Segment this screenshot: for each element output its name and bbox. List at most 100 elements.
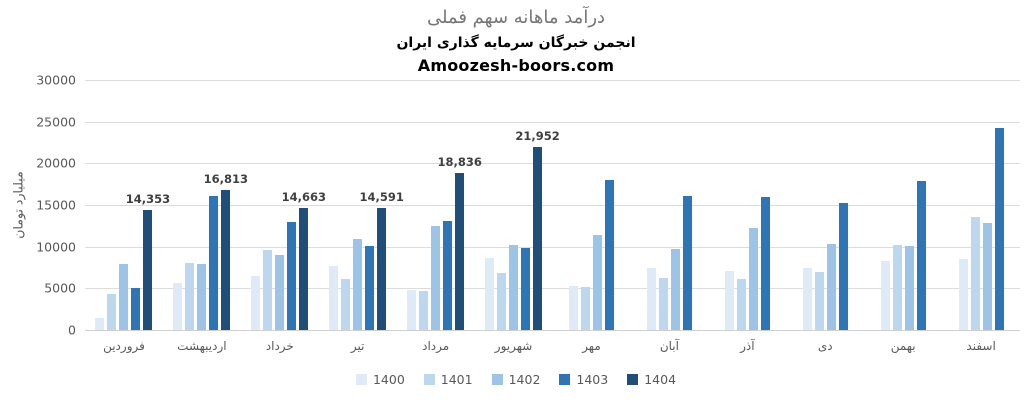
bar-1402 — [275, 255, 285, 330]
bar-1403 — [131, 287, 141, 330]
x-axis-label: اردیبهشت — [177, 339, 227, 353]
gridline — [85, 121, 1020, 123]
bar-1400 — [251, 275, 261, 330]
x-axis-label: اسفند — [966, 339, 996, 353]
bar-1400 — [173, 283, 183, 330]
bar-1400 — [485, 258, 495, 330]
chart-header: درآمد ماهانه سهم فملی انجمن خبرگان سرمای… — [0, 7, 1032, 75]
bar-1400 — [724, 270, 734, 330]
month-group: 14,663 — [241, 80, 326, 330]
bar-1401 — [814, 271, 824, 330]
bar-1401 — [341, 279, 351, 330]
bar-1402 — [904, 245, 914, 330]
bar-value-label: 21,952 — [515, 129, 560, 144]
legend-label: 1403 — [576, 372, 609, 387]
bar-1404: 14,663 — [282, 190, 326, 330]
bar-1404: 18,836 — [437, 155, 482, 330]
bar-1403 — [760, 196, 770, 330]
bar-1404: 14,353 — [126, 192, 170, 330]
chart-watermark: Amoozesh-boors.com — [417, 56, 615, 75]
bar-1400 — [958, 259, 968, 330]
x-axis-label: دی — [817, 339, 833, 353]
y-tick-label: 30000 — [36, 72, 76, 88]
bar-1404: 14,591 — [360, 190, 404, 330]
legend-label: 1400 — [372, 372, 405, 387]
bar-1403 — [443, 220, 453, 330]
bar-1400 — [802, 267, 812, 330]
gridline — [85, 80, 1020, 81]
month-group — [864, 80, 942, 330]
legend-swatch — [355, 374, 367, 385]
x-axis-label: مهر — [582, 339, 601, 353]
month-group — [630, 80, 708, 330]
x-axis-label: فروردین — [103, 339, 145, 353]
month-group: 18,836 — [397, 80, 482, 330]
x-axis-label: شهریور — [494, 339, 533, 353]
y-tick-label: 5000 — [44, 280, 76, 296]
legend-label: 1404 — [644, 372, 677, 387]
bar-1403 — [604, 180, 614, 330]
bar-1403 — [287, 221, 297, 330]
bar-1401 — [497, 272, 507, 330]
legend-swatch — [559, 374, 571, 385]
legend: 1400 1401 1402 1403 1404 — [0, 372, 1032, 387]
y-tick-label: 0 — [68, 322, 76, 338]
bar-1400 — [329, 265, 339, 330]
bar-1403 — [521, 247, 531, 330]
y-tick-label: 10000 — [36, 239, 76, 255]
bar-groups: 14,353 16,813 14,663 14,591 18,836 21,952 — [85, 80, 1020, 330]
bar-value-label: 14,591 — [359, 190, 404, 205]
bar-1402 — [119, 264, 129, 330]
x-axis-label: آذر — [740, 339, 755, 353]
bar-1401 — [107, 294, 117, 330]
x-axis-labels: فروردین اردیبهشت خرداد تیر مرداد شهریور مهر آبا… — [85, 339, 1020, 353]
month-group — [942, 80, 1020, 330]
legend-label: 1401 — [440, 372, 473, 387]
x-axis-label: خرداد — [265, 339, 294, 353]
month-group: 16,813 — [163, 80, 248, 330]
bar-1401 — [970, 216, 980, 330]
gridline — [85, 205, 1020, 206]
legend-item-1401: 1401 — [423, 372, 473, 387]
bar-1400 — [646, 268, 656, 330]
bar-1401 — [419, 290, 429, 330]
month-group — [553, 80, 631, 330]
bar-1402 — [509, 245, 519, 330]
bar-1404: 21,952 — [515, 129, 560, 330]
bar-1400 — [95, 317, 105, 330]
y-tick-label: 25000 — [36, 114, 76, 130]
bar-1402 — [592, 235, 602, 330]
month-group: 21,952 — [475, 80, 560, 330]
bar-value-label: 14,663 — [281, 189, 326, 204]
gridline — [85, 330, 1020, 331]
bar-1401 — [185, 263, 195, 330]
month-group — [786, 80, 864, 330]
month-group — [708, 80, 786, 330]
bar-1403 — [209, 195, 219, 330]
bar-1403 — [365, 245, 375, 330]
bar-1403 — [838, 202, 848, 330]
y-axis-title: میلیارد تومان — [10, 171, 26, 239]
chart-subtitle: انجمن خبرگان سرمایه گذاری ایران — [396, 35, 636, 51]
legend-label: 1402 — [508, 372, 541, 387]
plot-area: 0 5000 10000 15000 20000 25000 30000 14,353 16,… — [36, 73, 1020, 338]
bar-1400 — [407, 290, 417, 330]
y-tick-label: 15000 — [36, 197, 76, 213]
bar-value-label: 18,836 — [437, 155, 482, 170]
legend-swatch — [627, 374, 639, 385]
bar-1402 — [982, 223, 992, 330]
bar-1401 — [892, 245, 902, 330]
legend-swatch — [423, 374, 435, 385]
bar-1400 — [880, 260, 890, 330]
x-axis-label: آبان — [659, 339, 679, 353]
x-axis-label: مرداد — [422, 339, 450, 353]
bar-1402 — [748, 227, 758, 330]
bar-1400 — [568, 285, 578, 330]
month-group: 14,353 — [85, 80, 170, 330]
bar-1403 — [994, 127, 1004, 330]
legend-swatch — [491, 374, 503, 385]
gridline — [85, 246, 1020, 248]
legend-item-1403: 1403 — [559, 372, 608, 387]
month-group: 14,591 — [319, 80, 404, 330]
